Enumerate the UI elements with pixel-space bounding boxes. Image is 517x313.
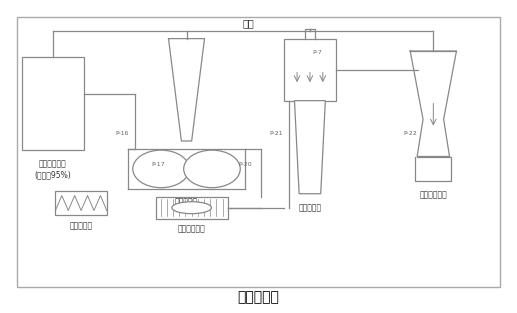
Text: 尾气处理系统: 尾气处理系统 bbox=[419, 191, 447, 200]
Bar bbox=[284, 38, 336, 101]
Text: P-7: P-7 bbox=[313, 50, 323, 55]
Text: 污泥焚烧炉: 污泥焚烧炉 bbox=[298, 203, 322, 212]
Bar bbox=[22, 57, 84, 150]
Text: P-16: P-16 bbox=[115, 131, 129, 136]
Bar bbox=[156, 197, 227, 218]
Ellipse shape bbox=[172, 202, 211, 214]
Bar bbox=[55, 191, 107, 215]
Text: P-17: P-17 bbox=[151, 162, 165, 167]
Ellipse shape bbox=[133, 150, 189, 188]
Text: P-20: P-20 bbox=[239, 162, 252, 167]
Text: 污水处理厂: 污水处理厂 bbox=[238, 290, 279, 304]
Text: 板框压滤机: 板框压滤机 bbox=[175, 198, 198, 207]
Text: P-21: P-21 bbox=[270, 131, 283, 136]
Bar bbox=[17, 17, 500, 287]
Polygon shape bbox=[295, 101, 325, 194]
Text: 刮板式输送机: 刮板式输送机 bbox=[178, 225, 206, 234]
Text: P-22: P-22 bbox=[403, 131, 417, 136]
Text: 除臭: 除臭 bbox=[242, 18, 254, 28]
Ellipse shape bbox=[184, 150, 240, 188]
Text: 原始污泥储仓
(含水率95%): 原始污泥储仓 (含水率95%) bbox=[35, 160, 71, 179]
Text: 污泥输送机: 污泥输送机 bbox=[69, 222, 93, 231]
